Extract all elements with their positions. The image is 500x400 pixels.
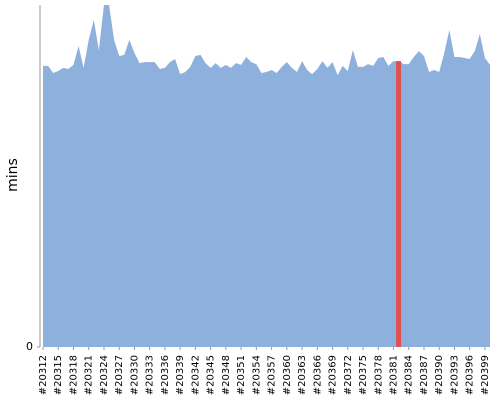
x-tick-label: #20321 [84,355,95,395]
x-tick-label: #20396 [465,355,476,395]
x-tick-label: #20387 [419,355,430,395]
y-tick-label: 0 [26,340,33,353]
area [43,5,490,347]
x-tick-label: #20390 [434,355,445,395]
x-tick-label: #20381 [388,355,399,395]
x-tick-label: #20339 [175,355,186,395]
x-tick-label: #20363 [297,355,308,395]
x-tick-label: #20348 [221,355,232,395]
x-tick-label: #20384 [404,355,415,395]
x-tick-label: #20327 [114,355,125,395]
x-tick-label: #20399 [480,355,491,395]
x-tick-label: #20342 [190,355,201,395]
x-tick-label: #20357 [267,355,278,395]
x-tick-label: #20351 [236,355,247,395]
x-tick-label: #20393 [449,355,460,395]
x-tick-label: #20324 [99,355,110,395]
x-tick-label: #20378 [373,355,384,395]
x-tick-label: #20354 [251,355,262,395]
x-tick-label: #20372 [343,355,354,395]
x-tick-label: #20315 [53,355,64,395]
x-tick-label: #20345 [206,355,217,395]
highlight-bar [396,61,402,347]
x-tick-label: #20312 [38,355,49,395]
x-tick-label: #20336 [160,355,171,395]
x-tick-label: #20369 [328,355,339,395]
x-tick-label: #20375 [358,355,369,395]
x-tick-label: #20318 [68,355,79,395]
x-tick-label: #20333 [145,355,156,395]
x-tick-label: #20360 [282,355,293,395]
x-tick-label: #20366 [312,355,323,395]
x-tick-label: #20330 [129,355,140,395]
y-axis-label: mins [5,158,21,192]
